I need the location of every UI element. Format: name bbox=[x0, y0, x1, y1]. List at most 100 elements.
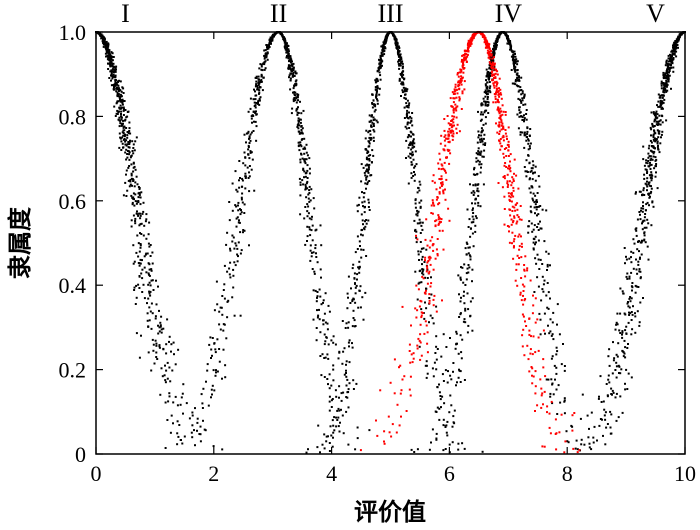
cloud-drop bbox=[498, 112, 501, 115]
cloud-drop bbox=[640, 209, 642, 212]
cloud-drop bbox=[482, 97, 485, 100]
cloud-drop bbox=[523, 119, 526, 121]
cloud-drop bbox=[435, 335, 438, 338]
cloud-drop bbox=[641, 220, 644, 223]
cloud-drop bbox=[258, 89, 261, 92]
cloud-drop bbox=[605, 426, 608, 429]
cloud-drop bbox=[311, 268, 314, 270]
cloud-drop bbox=[402, 70, 405, 73]
cloud-drop bbox=[512, 240, 515, 243]
cloud-drop bbox=[236, 253, 239, 256]
cloud-drop bbox=[507, 42, 510, 45]
cloud-drop bbox=[652, 134, 655, 137]
cloud-drop bbox=[322, 301, 324, 304]
cloud-drop bbox=[534, 257, 537, 260]
cloud-drop bbox=[310, 218, 313, 221]
cloud-drop bbox=[646, 245, 649, 248]
cloud-drop bbox=[285, 46, 288, 49]
cloud-drop bbox=[408, 127, 411, 129]
cloud-drop bbox=[471, 297, 474, 300]
cloud-drop bbox=[357, 203, 360, 206]
cloud-drop bbox=[103, 37, 106, 40]
cloud-drop bbox=[319, 331, 322, 334]
cloud-drop bbox=[529, 191, 532, 194]
cloud-drop bbox=[661, 106, 664, 109]
cloud-drop bbox=[464, 53, 467, 56]
cloud-drop bbox=[546, 405, 549, 408]
cloud-drop bbox=[308, 226, 311, 229]
cloud-drop bbox=[649, 195, 651, 198]
cloud-drop bbox=[301, 157, 304, 160]
cloud-drop bbox=[421, 255, 424, 258]
cloud-drop bbox=[650, 134, 652, 137]
cloud-drop bbox=[468, 266, 471, 269]
cloud-drop bbox=[648, 155, 651, 158]
cloud-drop bbox=[415, 284, 418, 287]
cloud-drop bbox=[142, 283, 145, 286]
cloud-drop bbox=[452, 118, 455, 121]
cloud-drop bbox=[560, 413, 563, 416]
cloud-drop bbox=[464, 309, 467, 312]
cloud-drop bbox=[417, 337, 420, 340]
grade-label-ii: II bbox=[270, 0, 287, 28]
cloud-drop bbox=[502, 134, 505, 137]
cloud-drop bbox=[122, 100, 124, 103]
cloud-drop bbox=[388, 431, 391, 434]
cloud-drop bbox=[648, 165, 651, 168]
cloud-drop bbox=[653, 139, 656, 142]
cloud-drop bbox=[510, 192, 513, 195]
cloud-drop bbox=[129, 132, 132, 135]
cloud-drop bbox=[611, 389, 614, 392]
cloud-drop bbox=[486, 73, 489, 76]
cloud-drop bbox=[518, 218, 521, 221]
cloud-drop bbox=[169, 380, 172, 383]
cloud-drop bbox=[134, 200, 137, 203]
cloud-drop bbox=[356, 210, 359, 213]
cloud-drop bbox=[615, 392, 618, 395]
cloud-drop bbox=[335, 425, 338, 428]
cloud-drop bbox=[507, 145, 510, 148]
cloud-drop bbox=[524, 275, 527, 278]
cloud-drop bbox=[172, 401, 175, 404]
cloud-drop bbox=[518, 111, 521, 114]
cloud-drop bbox=[367, 201, 370, 204]
cloud-drop bbox=[642, 205, 644, 207]
cloud-drop bbox=[122, 126, 125, 129]
cloud-drop bbox=[304, 185, 307, 188]
cloud-drop bbox=[465, 272, 468, 275]
cloud-drop bbox=[437, 216, 440, 219]
cloud-drop bbox=[555, 448, 558, 451]
cloud-drop bbox=[599, 375, 602, 378]
cloud-drop bbox=[294, 91, 297, 94]
cloud-drop bbox=[421, 275, 424, 278]
cloud-drop bbox=[398, 424, 401, 427]
cloud-drop bbox=[311, 239, 314, 242]
cloud-drop bbox=[473, 191, 476, 194]
cloud-drop bbox=[664, 82, 667, 85]
cloud-drop bbox=[383, 440, 385, 443]
cloud-drop bbox=[537, 258, 540, 261]
cloud-drop bbox=[615, 376, 618, 379]
cloud-drop bbox=[139, 223, 142, 226]
cloud-drop bbox=[474, 215, 477, 218]
cloud-drop bbox=[122, 109, 125, 112]
cloud-drop bbox=[534, 171, 536, 174]
cloud-drop bbox=[564, 440, 567, 443]
cloud-drop bbox=[602, 434, 604, 437]
cloud-drop bbox=[180, 396, 183, 399]
cloud-drop bbox=[660, 84, 663, 87]
cloud-drop bbox=[360, 180, 363, 183]
cloud-drop bbox=[608, 381, 611, 384]
cloud-drop bbox=[260, 80, 262, 83]
cloud-drop bbox=[243, 212, 246, 214]
cloud-drop bbox=[667, 60, 670, 63]
cloud-drop bbox=[419, 241, 422, 243]
cloud-drop bbox=[363, 206, 366, 209]
cloud-drop bbox=[265, 55, 267, 57]
cloud-drop bbox=[403, 117, 406, 119]
cloud-drop bbox=[365, 158, 368, 160]
cloud-drop bbox=[663, 75, 666, 78]
cloud-drop bbox=[563, 397, 566, 400]
cloud-drop bbox=[127, 166, 130, 169]
cloud-drop bbox=[378, 58, 380, 61]
